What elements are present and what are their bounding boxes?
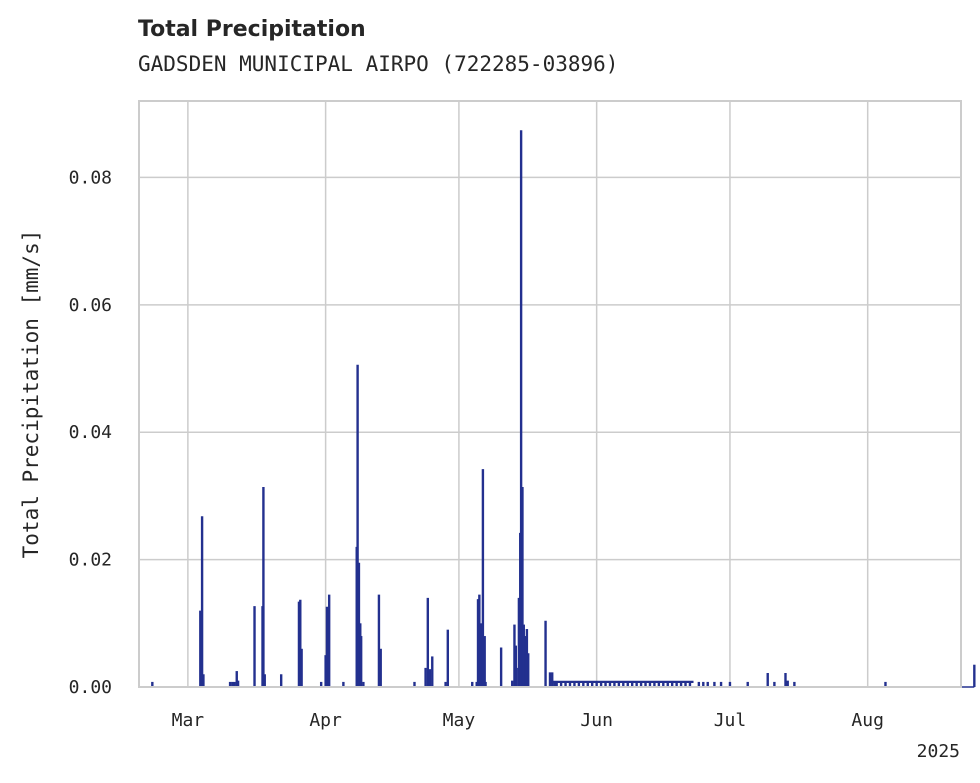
data-series xyxy=(139,130,976,688)
y-axis-label: Total Precipitation [mm/s] xyxy=(19,230,43,559)
chart-subtitle: GADSDEN MUNICIPAL AIRPO (722285-03896) xyxy=(138,52,619,76)
x-tick-label: Aug xyxy=(851,710,884,731)
y-tick-label: 0.00 xyxy=(69,677,112,698)
chart-title: Total Precipitation xyxy=(138,17,366,42)
y-tick-label: 0.02 xyxy=(69,550,112,571)
y-tick-label: 0.06 xyxy=(69,295,112,316)
x-tick-label: Apr xyxy=(309,710,342,731)
x-tick-label: Jul xyxy=(714,710,747,731)
plot-frame xyxy=(138,100,962,688)
x-tick-label: May xyxy=(443,710,476,731)
y-tick-label: 0.08 xyxy=(69,167,112,188)
axis-ticks: 0.00 0.02 0.04 0.06 0.08 Mar Apr May Jun Jul Aug xyxy=(69,167,884,731)
x-tick-label: Mar xyxy=(172,710,205,731)
y-tick-label: 0.04 xyxy=(69,422,112,443)
grid xyxy=(139,101,961,688)
x-tick-label: Jun xyxy=(580,710,613,731)
year-label: 2025 xyxy=(917,741,960,762)
